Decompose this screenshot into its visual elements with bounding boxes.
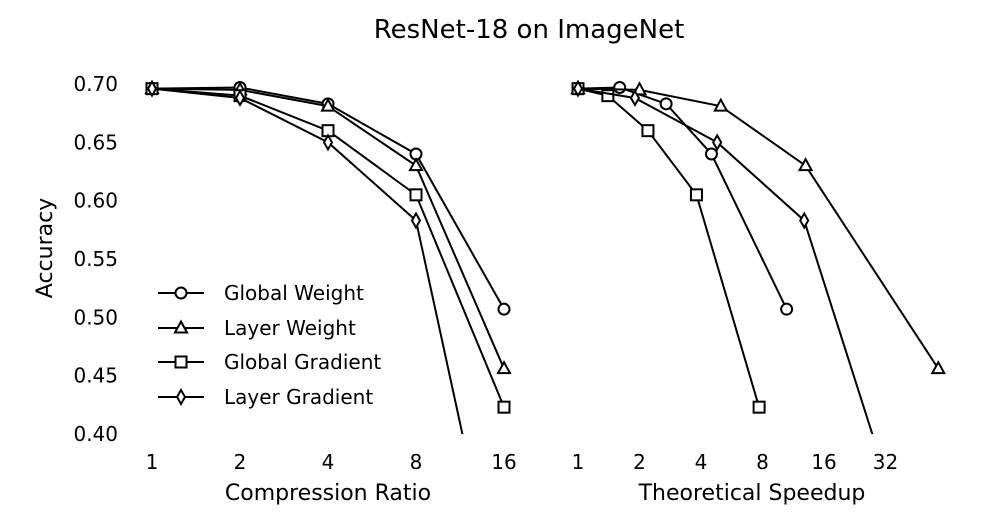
x-axis-label-left: Compression Ratio — [225, 481, 431, 506]
y-axis-label: Accuracy — [33, 198, 58, 298]
data-point — [641, 124, 655, 138]
legend: Global Weight Layer Weight Global Gradient… — [158, 281, 381, 409]
y-tick-label: 0.40 — [73, 422, 118, 446]
legend-item: Global Weight — [158, 281, 364, 305]
data-point — [410, 211, 422, 230]
panel-theoretical-speedup: 1 2 4 8 16 32 — [570, 79, 946, 474]
data-point — [320, 97, 336, 112]
data-point — [146, 79, 158, 98]
data-point — [322, 133, 334, 152]
x-tick-label: 1 — [146, 450, 159, 474]
legend-item: Global Gradient — [158, 350, 381, 374]
x-tick-label: 4 — [322, 450, 335, 474]
y-tick-label: 0.65 — [73, 130, 118, 154]
data-point — [713, 97, 729, 112]
series-layer-weight — [570, 80, 946, 375]
y-tick-label: 0.50 — [73, 305, 118, 329]
legend-label: Global Gradient — [224, 350, 381, 374]
y-tick-label: 0.55 — [73, 247, 118, 271]
data-point — [930, 360, 946, 375]
data-point — [752, 400, 766, 414]
legend-item: Layer Gradient — [158, 385, 373, 409]
x-tick-label: 4 — [695, 450, 708, 474]
x-tick-label: 1 — [572, 450, 585, 474]
x-axis-label-right: Theoretical Speedup — [638, 481, 866, 506]
series-line — [577, 87, 874, 434]
series-layer-gradient — [572, 79, 874, 434]
data-point — [712, 133, 723, 152]
data-point — [497, 400, 511, 414]
series-line — [577, 87, 761, 408]
data-point — [409, 188, 423, 202]
data-point — [704, 147, 718, 161]
legend-label: Layer Gradient — [224, 385, 373, 409]
series-line — [577, 87, 940, 370]
series-global-gradient — [571, 82, 766, 414]
series-layer-gradient — [146, 79, 464, 434]
data-point — [799, 211, 810, 230]
series-line — [577, 86, 788, 310]
data-point — [613, 81, 627, 94]
x-tick-label: 16 — [811, 450, 836, 474]
series-global-weight — [571, 81, 794, 316]
chart-title: ResNet-18 on ImageNet — [374, 15, 685, 45]
x-tick-label: 2 — [633, 450, 646, 474]
x-tick-label: 8 — [756, 450, 769, 474]
data-point — [572, 79, 584, 98]
legend-item: Layer Weight — [158, 316, 356, 340]
data-point — [780, 302, 794, 316]
data-point — [408, 157, 424, 172]
y-tick-label: 0.60 — [73, 189, 118, 213]
x-tick-label: 2 — [234, 450, 247, 474]
data-point — [497, 302, 511, 316]
data-point — [797, 157, 814, 172]
legend-marker — [173, 319, 189, 334]
legend-marker — [174, 355, 188, 369]
data-point — [629, 88, 641, 108]
data-point — [689, 188, 703, 202]
y-tick-label: 0.45 — [73, 364, 118, 388]
panel-compression-ratio: 1 2 4 8 16 0.40 0.45 0.50 0.55 0.60 0.65 0.70 — [73, 72, 516, 474]
x-tick-label: 8 — [410, 450, 423, 474]
x-tick-label: 32 — [873, 450, 898, 474]
x-tick-label: 16 — [491, 450, 516, 474]
y-tick-label: 0.70 — [73, 72, 118, 96]
series-global-weight — [145, 81, 511, 316]
data-point — [659, 97, 673, 111]
data-point — [496, 360, 512, 375]
data-point — [631, 81, 648, 96]
legend-label: Layer Weight — [224, 316, 356, 340]
series-line — [151, 86, 505, 310]
data-point — [234, 88, 246, 108]
data-point — [601, 89, 615, 103]
legend-marker — [175, 387, 187, 407]
legend-marker — [174, 286, 188, 300]
legend-label: Global Weight — [224, 281, 364, 305]
